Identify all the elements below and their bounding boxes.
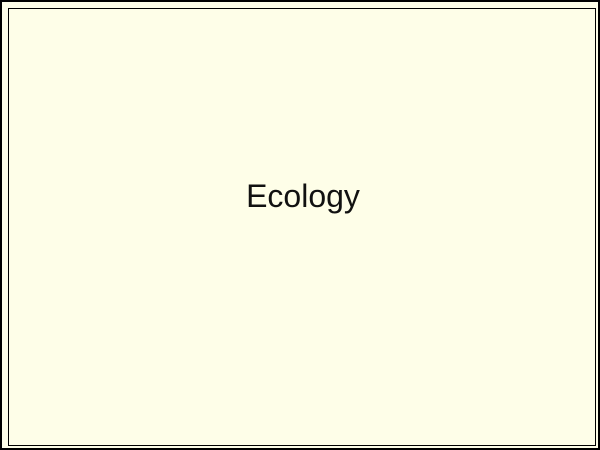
- flashcard-inner-frame: Ecology: [8, 8, 596, 446]
- card-title: Ecology: [246, 178, 360, 214]
